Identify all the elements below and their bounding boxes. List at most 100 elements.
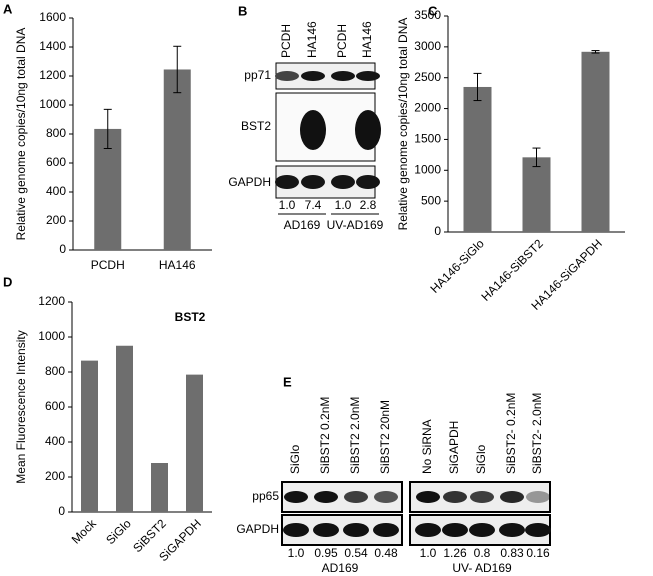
x-tick-label: PCDH bbox=[91, 258, 125, 272]
y-tick-label: 200 bbox=[46, 213, 66, 227]
band bbox=[373, 523, 399, 537]
lane-label: No SiRNA bbox=[420, 419, 434, 474]
band bbox=[331, 71, 355, 81]
group-label: AD169 bbox=[284, 218, 321, 232]
x-tick-label: HA146-SiBST2 bbox=[478, 236, 546, 304]
y-tick-label: 1400 bbox=[39, 39, 66, 53]
x-tick-label: Mock bbox=[69, 516, 100, 547]
y-axis-label: Mean Fluorescence Intensity bbox=[14, 330, 28, 483]
annotation: BST2 bbox=[175, 310, 206, 324]
band bbox=[313, 523, 339, 537]
band bbox=[356, 71, 380, 81]
y-tick-label: 500 bbox=[421, 193, 441, 207]
y-tick-label: 1500 bbox=[414, 132, 441, 146]
x-tick-label: SiGlo bbox=[103, 516, 134, 547]
row-label: GAPDH bbox=[236, 522, 279, 536]
group-label: UV- AD169 bbox=[452, 561, 512, 575]
y-tick-label: 1000 bbox=[414, 162, 441, 176]
y-tick-label: 2500 bbox=[414, 70, 441, 84]
y-tick-label: 0 bbox=[58, 504, 65, 518]
band bbox=[525, 523, 551, 537]
lane-label: PCDH bbox=[279, 24, 293, 58]
y-tick-label: 1000 bbox=[39, 97, 66, 111]
lane-label: SiGlo bbox=[474, 444, 488, 474]
y-axis-label: Relative genome copies/10ng total DNA bbox=[396, 18, 410, 231]
band bbox=[442, 523, 468, 537]
quantity: 1.0 bbox=[335, 198, 352, 212]
band bbox=[301, 175, 325, 189]
lane-label: SiGAPDH bbox=[447, 421, 461, 474]
x-tick-label: HA146-SiGlo bbox=[427, 236, 487, 296]
bar bbox=[81, 360, 98, 512]
y-tick-label: 400 bbox=[46, 184, 66, 198]
bar bbox=[186, 374, 203, 512]
quantity: 2.8 bbox=[360, 198, 377, 212]
panel-label: E bbox=[283, 374, 292, 389]
lane-label: PCDH bbox=[335, 24, 349, 58]
lane-label: SiBST2 20nM bbox=[378, 400, 392, 474]
quantity: 7.4 bbox=[305, 198, 322, 212]
y-tick-label: 3000 bbox=[414, 39, 441, 53]
bar bbox=[94, 128, 122, 250]
band bbox=[500, 491, 524, 503]
band bbox=[526, 491, 550, 503]
bar bbox=[151, 463, 168, 512]
row-label: pp71 bbox=[244, 68, 271, 82]
band bbox=[343, 523, 369, 537]
band bbox=[331, 175, 355, 189]
y-tick-label: 3500 bbox=[414, 8, 441, 22]
group-label: UV-AD169 bbox=[327, 218, 384, 232]
panel-label: D bbox=[3, 274, 12, 289]
lane-label: HA146 bbox=[305, 21, 319, 58]
band bbox=[275, 175, 299, 189]
error-bar bbox=[473, 72, 482, 102]
band bbox=[415, 523, 441, 537]
lane-label: SiBST2 0.2nM bbox=[318, 397, 332, 474]
y-tick-label: 800 bbox=[45, 364, 65, 378]
row-label: pp65 bbox=[252, 489, 279, 503]
panel-label: C bbox=[428, 3, 438, 18]
band bbox=[300, 110, 326, 150]
quantity: 0.48 bbox=[374, 546, 398, 560]
panel-label: B bbox=[238, 3, 247, 18]
band bbox=[356, 175, 380, 189]
quantity: 0.8 bbox=[474, 546, 491, 560]
y-tick-label: 1000 bbox=[38, 329, 65, 343]
error-bar bbox=[173, 45, 182, 94]
y-tick-label: 2000 bbox=[414, 101, 441, 115]
lane-label: SiGlo bbox=[288, 444, 302, 474]
y-tick-label: 1200 bbox=[38, 294, 65, 308]
bar bbox=[116, 345, 133, 512]
y-axis-label: Relative genome copies/10ng total DNA bbox=[14, 28, 28, 241]
quantity: 1.0 bbox=[288, 546, 305, 560]
quantity: 0.83 bbox=[500, 546, 524, 560]
quantity: 1.26 bbox=[443, 546, 467, 560]
lane-label: HA146 bbox=[360, 21, 374, 58]
error-bar bbox=[103, 108, 112, 149]
band bbox=[416, 491, 440, 503]
quantity: 1.0 bbox=[279, 198, 296, 212]
band bbox=[355, 110, 381, 150]
y-tick-label: 600 bbox=[46, 155, 66, 169]
quantity: 1.0 bbox=[420, 546, 437, 560]
bar bbox=[463, 86, 492, 232]
row-label: BST2 bbox=[241, 119, 271, 133]
band bbox=[344, 491, 368, 503]
band bbox=[374, 491, 398, 503]
y-tick-label: 600 bbox=[45, 399, 65, 413]
group-label: AD169 bbox=[322, 561, 359, 575]
error-bar bbox=[591, 50, 600, 54]
quantity: 0.95 bbox=[314, 546, 338, 560]
y-tick-label: 200 bbox=[45, 469, 65, 483]
error-bar bbox=[532, 147, 541, 168]
quantity: 0.16 bbox=[526, 546, 550, 560]
lane-label: SiBST2- 0.2nM bbox=[504, 393, 518, 474]
y-tick-label: 1200 bbox=[39, 68, 66, 82]
lane-label: SiBST2 2.0nM bbox=[348, 397, 362, 474]
row-label: GAPDH bbox=[228, 175, 271, 189]
bar bbox=[163, 69, 191, 250]
band bbox=[283, 523, 309, 537]
band bbox=[443, 491, 467, 503]
panel-label: A bbox=[3, 1, 13, 16]
